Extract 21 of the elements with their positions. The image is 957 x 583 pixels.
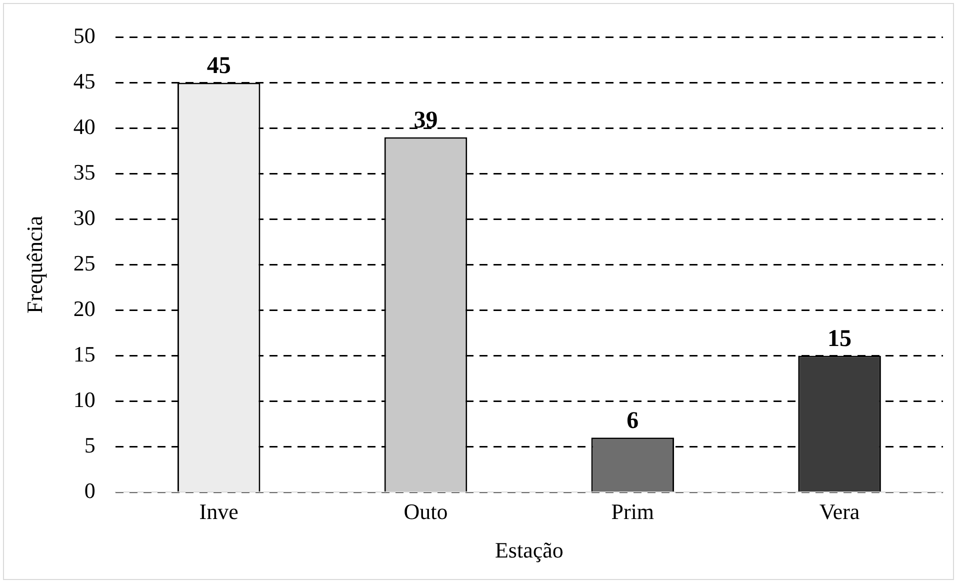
y-tick-label: 30 (73, 204, 96, 230)
data-label: 45 (206, 52, 231, 79)
y-tick-label: 15 (73, 341, 96, 366)
x-tick-label: Inve (199, 499, 238, 524)
data-label: 39 (414, 108, 438, 134)
x-axis-title: Estação (494, 538, 564, 563)
y-tick-label: 5 (84, 432, 96, 458)
y-tick-label: 35 (73, 159, 96, 184)
y-tick-label: 0 (84, 478, 96, 503)
x-tick-label: Vera (819, 499, 860, 524)
x-tick-label: Outo (404, 499, 448, 524)
y-tick-label: 20 (73, 296, 96, 321)
y-tick-label: 50 (73, 22, 96, 48)
y-tick-label: 25 (73, 250, 96, 276)
y-tick-label: 40 (73, 114, 96, 139)
data-label: 6 (626, 408, 639, 434)
y-tick-label: 45 (73, 68, 96, 94)
data-label: 15 (828, 326, 852, 352)
y-axis-title: Frequência (22, 216, 47, 314)
y-tick-label: 10 (73, 386, 96, 412)
x-tick-label: Prim (611, 499, 654, 524)
